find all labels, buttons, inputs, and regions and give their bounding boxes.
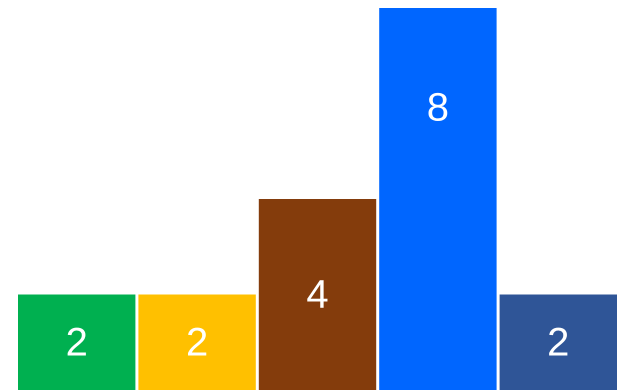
bar-4 bbox=[379, 8, 497, 390]
bar-1 bbox=[18, 294, 136, 390]
bar-5 bbox=[499, 294, 617, 390]
bar-value-label-1: 2 bbox=[66, 320, 88, 364]
bar-2 bbox=[138, 294, 256, 390]
bar-value-label-5: 2 bbox=[547, 320, 569, 364]
value-labels-group: 2 2 4 8 2 bbox=[66, 85, 570, 364]
bar-value-label-3: 4 bbox=[306, 273, 328, 317]
bar-value-label-4: 8 bbox=[427, 85, 449, 129]
bar-value-label-2: 2 bbox=[186, 320, 208, 364]
bars-group bbox=[18, 8, 617, 390]
bar-3 bbox=[258, 199, 377, 390]
